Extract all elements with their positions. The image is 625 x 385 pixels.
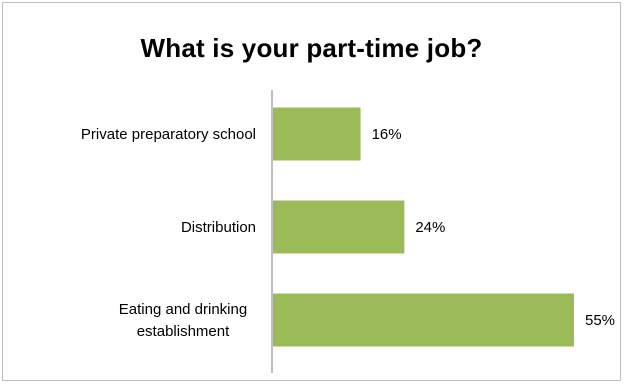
bar-2 — [273, 293, 574, 347]
category-label-0: Private preparatory school — [81, 126, 256, 143]
category-label-line: Private preparatory school — [81, 126, 256, 143]
data-label-1: 24% — [415, 219, 445, 236]
data-label-0: 16% — [372, 126, 402, 143]
chart-title: What is your part-time job? — [140, 33, 483, 63]
data-label-2: 55% — [585, 312, 615, 329]
bar-0 — [273, 107, 361, 161]
category-label-line: Distribution — [181, 219, 256, 236]
bar-1 — [273, 200, 405, 254]
category-label-line: Eating and drinking — [119, 301, 247, 318]
category-label-2: Eating and drinking establishment — [119, 301, 247, 340]
category-label-1: Distribution — [181, 219, 256, 236]
category-label-line: establishment — [137, 323, 230, 340]
